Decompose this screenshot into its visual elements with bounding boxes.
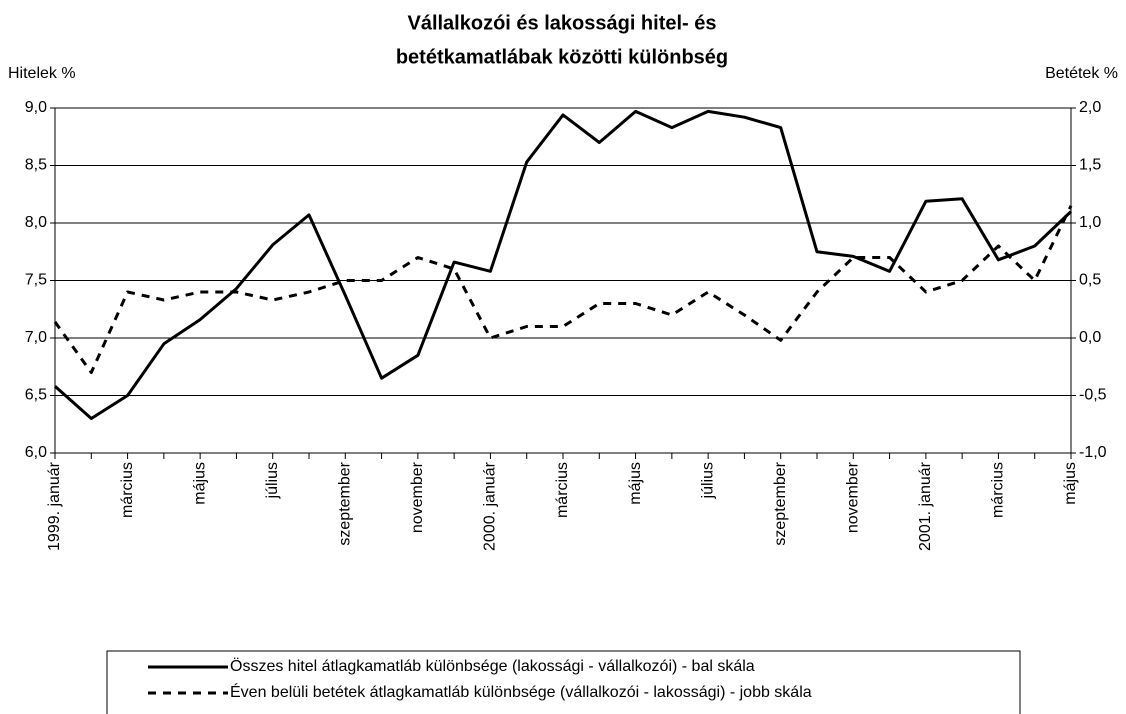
y-tick-label: 6,0 [25, 444, 47, 461]
x-tick-label: július [699, 462, 716, 499]
y-tick-label: 7,5 [25, 272, 47, 289]
y-tick-label: 9,0 [25, 99, 47, 116]
x-tick-label: március [119, 462, 136, 518]
x-tick-label: 2000. január [482, 461, 499, 551]
legend-label: Összes hitel átlagkamatláb különbsége (l… [230, 657, 755, 675]
x-tick-label: május [191, 462, 208, 505]
y2-tick-label: 1,0 [1079, 214, 1101, 231]
chart-title: betétkamatlábak közötti különbség [396, 46, 728, 68]
y2-tick-label: 2,0 [1079, 99, 1101, 116]
y2-tick-label: 0,5 [1079, 272, 1101, 289]
y2-tick-label: -1,0 [1079, 444, 1107, 461]
x-tick-label: március [554, 462, 571, 518]
x-tick-label: november [845, 461, 862, 533]
x-tick-label: szeptember [337, 461, 354, 545]
y2-tick-label: -0,5 [1079, 387, 1107, 404]
y2-tick-label: 0,0 [1079, 329, 1101, 346]
x-tick-label: november [409, 461, 426, 533]
x-tick-label: szeptember [772, 461, 789, 545]
y-axis-label: Hitelek % [8, 65, 76, 82]
y-tick-label: 8,5 [25, 157, 47, 174]
legend-label: Éven belüli betétek átlagkamatláb különb… [230, 682, 812, 701]
x-tick-label: május [627, 462, 644, 505]
y-tick-label: 7,0 [25, 329, 47, 346]
y2-tick-label: 1,5 [1079, 157, 1101, 174]
series-line [54, 109, 1073, 420]
x-tick-label: május [1062, 462, 1079, 505]
y2-axis-label: Betétek % [1045, 65, 1118, 82]
x-tick-label: 2001. január [917, 461, 934, 551]
y-tick-label: 6,5 [25, 387, 47, 404]
y-tick-label: 8,0 [25, 214, 47, 231]
x-tick-label: március [990, 462, 1007, 518]
chart-title: Vállalkozói és lakossági hitel- és [407, 12, 716, 34]
series-line [53, 205, 1073, 374]
x-tick-label: 1999. január [46, 461, 63, 551]
x-tick-label: július [264, 462, 281, 499]
legend-box [106, 650, 1021, 714]
